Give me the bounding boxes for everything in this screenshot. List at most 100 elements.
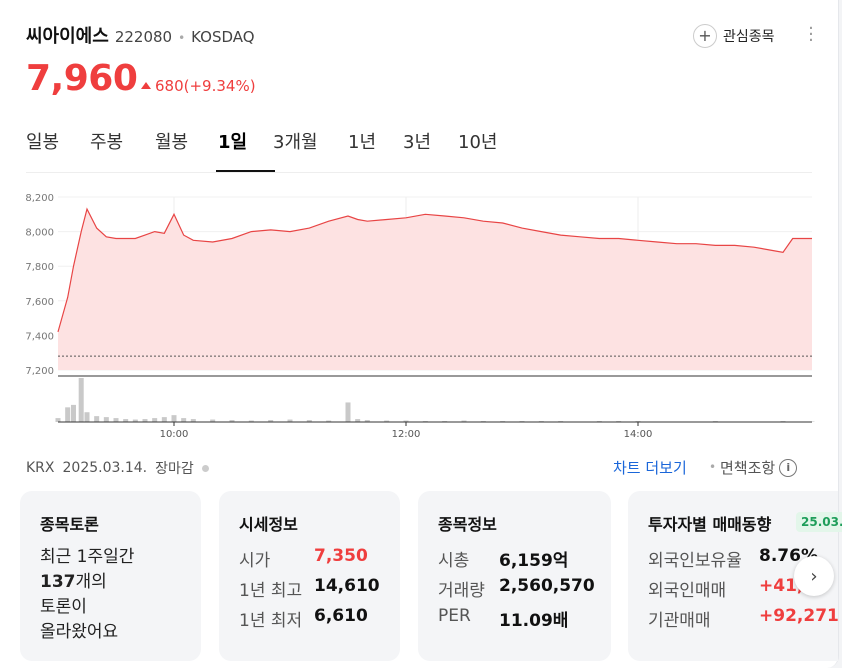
stock-code: 222080 — [114, 28, 173, 46]
volume-bar — [345, 402, 351, 422]
stock-name[interactable]: 씨아이에스 — [26, 26, 109, 47]
volume-bar — [152, 418, 158, 422]
card-title: 종목정보 — [438, 515, 497, 534]
trade-date: 2025.03.14. — [62, 460, 148, 476]
y-tick-label: 8,200 — [25, 193, 54, 204]
volume-bar — [142, 419, 148, 422]
low-52w-value: 6,610 — [314, 606, 368, 626]
market-cap-value: 6,159억 — [499, 551, 569, 571]
volume-bar — [94, 416, 100, 422]
discussion-line1: 최근 1주일간 — [40, 547, 135, 567]
y-tick-label: 7,200 — [25, 366, 54, 377]
volume-bar — [229, 420, 235, 422]
per-value: 11.09배 — [499, 611, 569, 631]
volume-bar — [181, 418, 187, 422]
tab-1year[interactable]: 1년 — [348, 132, 377, 153]
open-value: 7,350 — [314, 546, 368, 566]
market-status: 장마감 — [155, 461, 194, 477]
volume-bar — [171, 415, 177, 422]
y-tick-label: 7,400 — [25, 331, 54, 342]
volume-bar — [364, 420, 370, 422]
per-label: PER — [438, 606, 471, 626]
card-discussion[interactable]: 종목토론 최근 1주일간 137개의 토론이 올라왔어요 — [20, 491, 201, 661]
y-tick-label: 7,600 — [25, 297, 54, 308]
y-tick-label: 7,800 — [25, 262, 54, 273]
card-stock-info[interactable]: 종목정보 시총 6,159억 거래량 2,560,570 PER 11.09배 — [418, 491, 611, 661]
volume-bar — [210, 419, 216, 422]
watchlist-button[interactable]: + 관심종목 — [693, 24, 775, 48]
tab-weekly[interactable]: 주봉 — [90, 132, 124, 153]
disclaimer-label: 면책조항 — [720, 459, 776, 477]
volume-bar — [248, 420, 254, 422]
volume-bar — [461, 420, 467, 422]
date-badge: 25.03. — [796, 512, 842, 532]
volume-bar — [384, 420, 390, 422]
volume-bar — [161, 417, 167, 422]
tab-3month[interactable]: 3개월 — [273, 132, 318, 153]
tab-monthly[interactable]: 월봉 — [155, 132, 189, 153]
volume-bar — [70, 404, 76, 422]
link-separator: • — [709, 460, 717, 474]
stock-header: 씨아이에스 222080 • KOSDAQ — [26, 22, 255, 48]
open-label: 시가 — [239, 551, 271, 571]
foreign-trade-value: +41, — [759, 576, 804, 596]
exchange-label: KRX — [26, 460, 55, 476]
x-tick-label: 10:00 — [160, 429, 189, 440]
card-title: 종목토론 — [40, 515, 99, 534]
price-line — [57, 207, 812, 333]
volume-bar — [132, 419, 138, 422]
high-52w-label: 1년 최고 — [239, 581, 303, 601]
volume-bar — [268, 420, 274, 422]
intraday-chart[interactable]: 8,200 8,000 7,800 7,600 7,400 7,200 10:00 12:00… — [0, 180, 842, 442]
volume-bar — [65, 407, 71, 422]
volume-bar — [326, 420, 332, 422]
volume-bar — [113, 418, 119, 422]
chart-more-link[interactable]: 차트 더보기 — [613, 459, 687, 477]
tab-daily[interactable]: 일봉 — [26, 132, 60, 153]
tab-10year[interactable]: 10년 — [458, 132, 498, 153]
foreign-ratio-label: 외국인보유율 — [648, 551, 742, 571]
change-value: 680(+9.34%) — [155, 77, 256, 95]
volume-bar — [123, 419, 129, 422]
up-arrow-icon — [141, 81, 151, 89]
discussion-line3: 토론이 — [40, 597, 87, 617]
volume-bar — [55, 418, 61, 422]
volume-bar — [287, 419, 293, 422]
current-price: 7,960 — [26, 58, 138, 99]
more-options-icon[interactable]: · · · — [808, 18, 814, 51]
period-tabs: 일봉 주봉 월봉 1일 3개월 1년 3년 10년 — [26, 128, 508, 172]
foreign-trade-label: 외국인매매 — [648, 581, 727, 601]
tab-1day[interactable]: 1일 — [216, 128, 275, 172]
disclaimer-link[interactable]: 면책조항 i — [720, 457, 798, 478]
market-cap-label: 시총 — [438, 551, 470, 571]
tab-3year[interactable]: 3년 — [403, 132, 432, 153]
x-tick-label: 14:00 — [624, 429, 653, 440]
volume-bar — [190, 419, 196, 422]
institution-trade-label: 기관매매 — [648, 611, 711, 631]
discussion-line4: 올라왔어요 — [40, 622, 119, 642]
volume-bar — [355, 419, 361, 422]
volume-bar — [78, 378, 84, 422]
next-arrow-icon[interactable]: › — [794, 556, 834, 596]
discussion-line2: 개의 — [75, 572, 107, 592]
x-tick-label: 12:00 — [392, 429, 421, 440]
institution-trade-value: +92,271 — [759, 606, 839, 626]
low-52w-label: 1년 최저 — [239, 611, 303, 631]
volume-bar — [306, 420, 312, 422]
info-icon: i — [779, 458, 798, 477]
price-area — [58, 209, 812, 370]
plus-icon: + — [693, 24, 717, 48]
card-quote[interactable]: 시세정보 시가 7,350 1년 최고 14,610 1년 최저 6,610 — [219, 491, 400, 661]
header-separator: • — [178, 31, 186, 45]
volume-bar — [103, 417, 109, 422]
volume-bar — [403, 420, 409, 422]
y-tick-label: 8,000 — [25, 228, 54, 239]
card-title: 투자자별 매매동향 — [648, 515, 772, 534]
tab-divider — [26, 172, 812, 173]
volume-bar — [84, 412, 90, 422]
status-dot-icon — [201, 464, 209, 472]
price-change: 680(+9.34%) — [141, 77, 256, 95]
chart-footer: KRX 2025.03.14. 장마감 — [26, 458, 209, 478]
volume-value: 2,560,570 — [499, 576, 595, 596]
